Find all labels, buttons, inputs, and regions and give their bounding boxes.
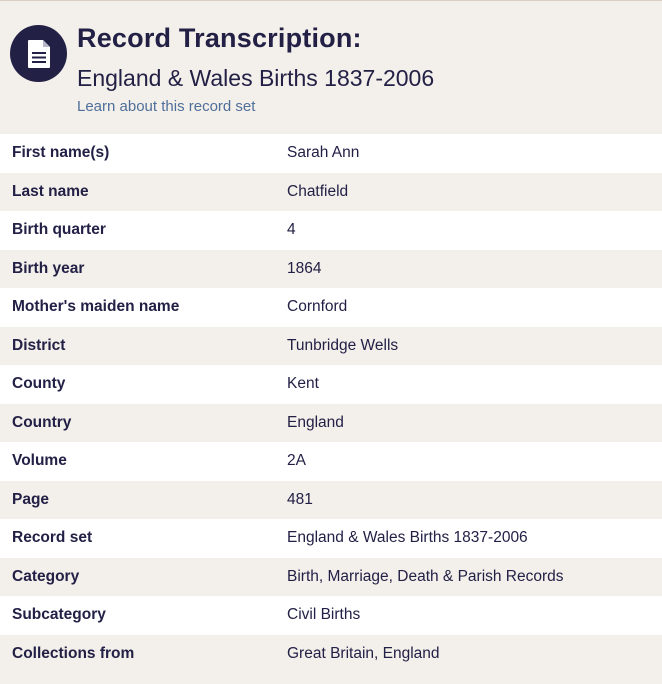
field-value: 481 <box>287 490 313 508</box>
page-title: Record Transcription: <box>77 23 362 53</box>
field-label: District <box>12 336 66 354</box>
table-row: Record set England & Wales Births 1837-2… <box>0 519 662 558</box>
field-value: 1864 <box>287 259 322 277</box>
table-row: Page 481 <box>0 480 662 519</box>
field-value: Chatfield <box>287 182 349 200</box>
table-row: First name(s) Sarah Ann <box>0 134 662 173</box>
table-row: Collections from Great Britain, England <box>0 634 662 673</box>
field-value: 2A <box>287 452 306 470</box>
field-value: England <box>287 413 344 431</box>
table-row: Mother's maiden name Cornford <box>0 288 662 327</box>
field-value: England & Wales Births 1837-2006 <box>287 529 528 547</box>
field-label: Volume <box>12 452 67 470</box>
field-label: First name(s) <box>12 144 110 162</box>
field-label: Record set <box>12 529 93 547</box>
field-value: Birth, Marriage, Death & Parish Records <box>287 567 564 585</box>
table-row: Category Birth, Marriage, Death & Parish… <box>0 557 662 596</box>
field-value: Civil Births <box>287 606 361 624</box>
field-label: County <box>12 375 66 393</box>
record-set-title: England & Wales Births 1837-2006 <box>77 65 435 91</box>
table-row: Birth year 1864 <box>0 249 662 288</box>
field-label: Mother's maiden name <box>12 298 180 316</box>
transcription-table: First name(s) Sarah Ann Last name Chatfi… <box>0 134 662 673</box>
record-header: Record Transcription: England & Wales Bi… <box>0 1 662 134</box>
field-value: Tunbridge Wells <box>287 336 399 354</box>
table-row: Last name Chatfield <box>0 172 662 211</box>
field-label: Birth year <box>12 259 85 277</box>
learn-about-record-set-link[interactable]: Learn about this record set <box>77 98 256 115</box>
field-value: Great Britain, England <box>287 644 440 662</box>
field-label: Last name <box>12 182 89 200</box>
document-icon <box>10 25 67 82</box>
field-label: Birth quarter <box>12 221 106 239</box>
table-row: Volume 2A <box>0 442 662 481</box>
table-row: County Kent <box>0 365 662 404</box>
field-label: Page <box>12 490 50 508</box>
table-row: District Tunbridge Wells <box>0 326 662 365</box>
field-value: Sarah Ann <box>287 144 360 162</box>
field-label: Collections from <box>12 644 135 662</box>
field-label: Country <box>12 413 72 431</box>
field-value: 4 <box>287 221 296 239</box>
field-label: Subcategory <box>12 606 106 624</box>
field-label: Category <box>12 567 80 585</box>
field-value: Kent <box>287 375 319 393</box>
table-row: Subcategory Civil Births <box>0 596 662 635</box>
field-value: Cornford <box>287 298 348 316</box>
table-row: Birth quarter 4 <box>0 211 662 250</box>
table-row: Country England <box>0 403 662 442</box>
